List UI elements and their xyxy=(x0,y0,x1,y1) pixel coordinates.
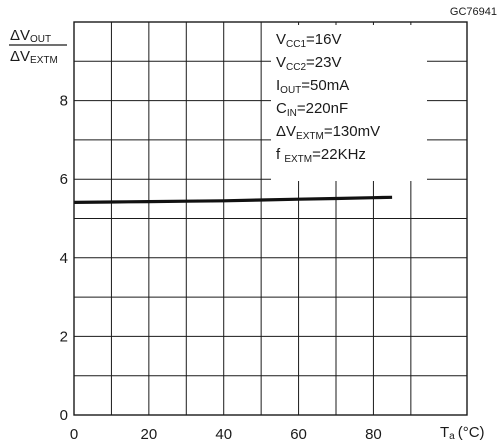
plot-frame xyxy=(73,21,468,416)
figure-code: GC76941 xyxy=(450,6,497,18)
x-label-main: T xyxy=(440,424,449,441)
annotation-line: IOUT=50mA xyxy=(276,77,349,96)
x-tick-label: 40 xyxy=(215,426,232,443)
annotation-line: CIN=220nF xyxy=(276,100,348,119)
x-tick-label: 0 xyxy=(70,426,78,443)
y-label-numerator: ΔV xyxy=(10,27,30,44)
x-tick-label: 60 xyxy=(290,426,307,443)
y-tick-label: 0 xyxy=(60,407,68,424)
y-label-denominator: ΔV xyxy=(10,48,30,65)
annotation-background xyxy=(271,25,427,181)
annotation-line: VCC2=23V xyxy=(276,54,341,73)
x-axis-label: Ta (°C) xyxy=(440,424,485,442)
x-label-unit: (°C) xyxy=(458,424,485,441)
annotation-line: VCC1=16V xyxy=(276,31,341,50)
y-tick-label: 6 xyxy=(60,171,68,188)
y-tick-label: 2 xyxy=(60,328,68,345)
tick-labels: 0 20 40 60 80 0 2 4 6 8 xyxy=(60,93,382,443)
x-label-sub: a xyxy=(449,431,455,442)
svg-text:ΔVOUT: ΔVOUT xyxy=(10,27,51,45)
conditions-annotation: VCC1=16V VCC2=23V IOUT=50mA CIN=220nF ΔVEXTM… xyxy=(271,25,427,181)
x-tick-label: 80 xyxy=(365,426,382,443)
annotation-line: f EXTM=22KHz xyxy=(276,146,366,165)
y-axis-label: ΔVOUT ΔVEXTM xyxy=(9,27,67,66)
svg-text:ΔVEXTM: ΔVEXTM xyxy=(10,48,58,66)
annotation-line: ΔVEXTM=130mV xyxy=(276,123,380,142)
y-label-numerator-sub: OUT xyxy=(30,34,51,45)
y-tick-label: 4 xyxy=(60,250,68,267)
y-tick-label: 8 xyxy=(60,93,68,110)
y-label-denominator-sub: EXTM xyxy=(30,55,58,66)
series-line xyxy=(73,195,393,204)
x-tick-label: 20 xyxy=(141,426,158,443)
